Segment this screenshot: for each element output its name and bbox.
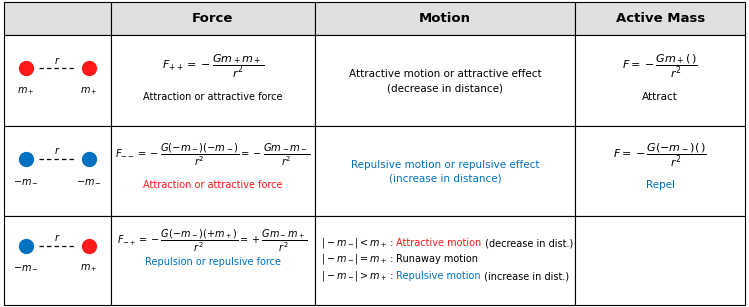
- Bar: [575, 2, 745, 35]
- Point: [82, 243, 94, 248]
- Text: Motion: Motion: [419, 12, 471, 25]
- Text: Attraction or attractive force: Attraction or attractive force: [143, 92, 282, 103]
- Text: $m_+$: $m_+$: [80, 85, 97, 97]
- Text: Repulsion or repulsive force: Repulsion or repulsive force: [145, 258, 281, 267]
- Bar: [315, 35, 575, 126]
- Text: $r$: $r$: [54, 232, 61, 243]
- Text: Runaway motion: Runaway motion: [396, 255, 479, 264]
- Text: $-m_-$: $-m_-$: [76, 176, 102, 186]
- Bar: [111, 2, 315, 35]
- Bar: [575, 35, 745, 126]
- Text: Attract: Attract: [643, 92, 678, 103]
- Text: (increase in dist.): (increase in dist.): [481, 271, 569, 281]
- Text: $-m_-$: $-m_-$: [13, 176, 39, 186]
- Point: [82, 66, 94, 71]
- Text: Attractive motion: Attractive motion: [396, 238, 482, 248]
- Bar: [111, 35, 315, 126]
- Text: Repulsive motion: Repulsive motion: [396, 271, 481, 281]
- Text: :: :: [387, 238, 396, 248]
- Text: $F=-\dfrac{G(-m_-)(\,)}{r^2}$: $F=-\dfrac{G(-m_-)(\,)}{r^2}$: [613, 142, 707, 169]
- Point: [82, 156, 94, 161]
- Text: $r$: $r$: [54, 55, 61, 66]
- Bar: [575, 216, 745, 305]
- Bar: [4, 126, 111, 216]
- Text: Repulsive motion or repulsive effect: Repulsive motion or repulsive effect: [351, 160, 539, 170]
- Point: [19, 243, 31, 248]
- Text: $|-m_-|=m_+$: $|-m_-|=m_+$: [321, 252, 387, 266]
- Text: $r$: $r$: [54, 146, 61, 157]
- Bar: [315, 216, 575, 305]
- Point: [19, 66, 31, 71]
- Bar: [315, 2, 575, 35]
- Bar: [4, 216, 111, 305]
- Text: Repel: Repel: [646, 180, 675, 190]
- Text: (decrease in dist.): (decrease in dist.): [482, 238, 573, 248]
- Text: $m_+$: $m_+$: [80, 262, 97, 274]
- Text: $F_{++}=-\dfrac{Gm_+m_+}{r^2}$: $F_{++}=-\dfrac{Gm_+m_+}{r^2}$: [162, 53, 264, 80]
- Text: $m_+$: $m_+$: [17, 85, 34, 97]
- Text: (increase in distance): (increase in distance): [389, 174, 501, 184]
- Bar: [111, 126, 315, 216]
- Bar: [4, 35, 111, 126]
- Text: $|-m_-|<m_+$: $|-m_-|<m_+$: [321, 236, 387, 250]
- Text: $|-m_-|>m_+$: $|-m_-|>m_+$: [321, 269, 387, 283]
- Text: :: :: [387, 255, 396, 264]
- Bar: [4, 2, 111, 35]
- Bar: [111, 216, 315, 305]
- Bar: [575, 126, 745, 216]
- Text: (decrease in distance): (decrease in distance): [387, 83, 503, 93]
- Text: Attractive motion or attractive effect: Attractive motion or attractive effect: [348, 69, 542, 80]
- Bar: [315, 126, 575, 216]
- Text: $-m_-$: $-m_-$: [13, 262, 39, 273]
- Text: Force: Force: [192, 12, 234, 25]
- Text: $F_{--}=-\dfrac{G(-m_-)(-m_-)}{r^2}=-\dfrac{Gm_-m_-}{r^2}$: $F_{--}=-\dfrac{G(-m_-)(-m_-)}{r^2}=-\df…: [115, 141, 310, 168]
- Text: Attraction or attractive force: Attraction or attractive force: [143, 180, 282, 190]
- Text: $F_{-+}=-\dfrac{G(-m_-)(+m_+)}{r^2}=+\dfrac{Gm_-m_+}{r^2}$: $F_{-+}=-\dfrac{G(-m_-)(+m_+)}{r^2}=+\df…: [118, 227, 308, 255]
- Text: Active Mass: Active Mass: [616, 12, 705, 25]
- Text: :: :: [387, 271, 396, 281]
- Point: [19, 156, 31, 161]
- Text: $F=-\dfrac{Gm_+(\,)}{r^2}$: $F=-\dfrac{Gm_+(\,)}{r^2}$: [622, 53, 698, 80]
